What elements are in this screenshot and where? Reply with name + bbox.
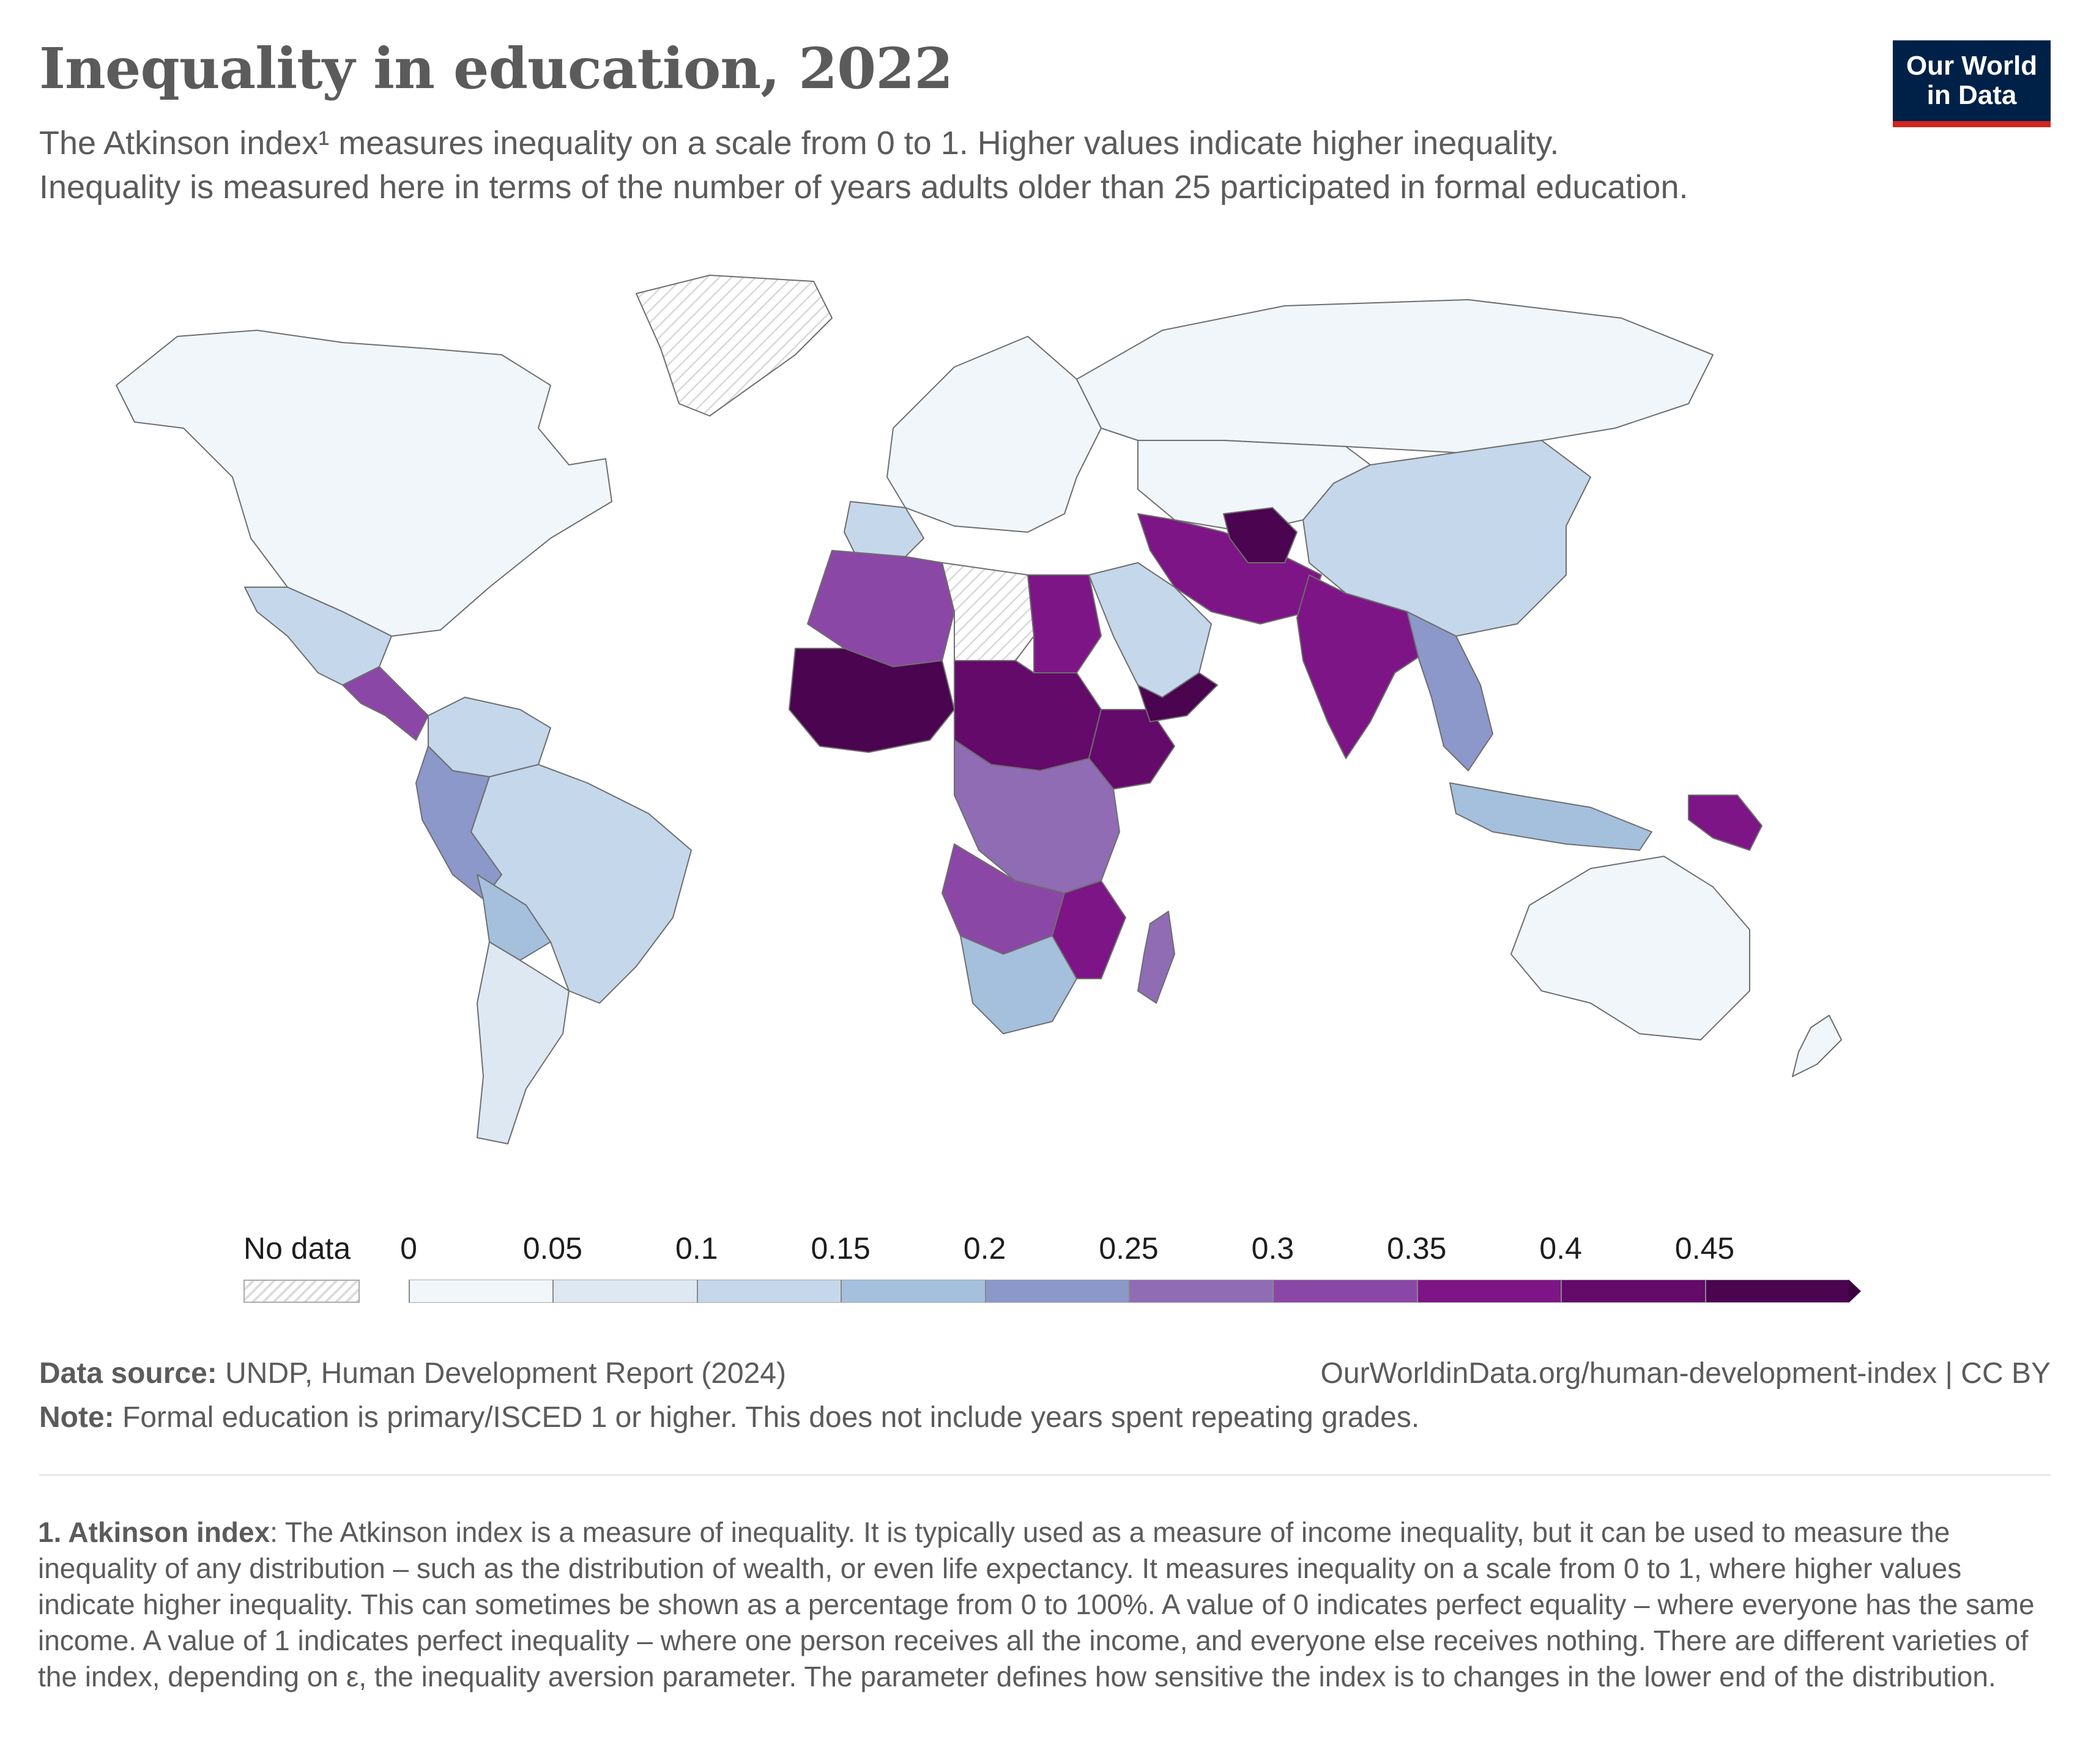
map-region-europe[interactable] [886, 336, 1102, 533]
legend-bin [552, 1280, 697, 1303]
map-region-india[interactable] [1296, 574, 1432, 759]
legend-bin [1416, 1280, 1561, 1303]
legend-tick-label: 0.3 [1251, 1231, 1294, 1266]
map-region-mozambique[interactable] [1052, 880, 1126, 979]
map-region-indonesia[interactable] [1449, 782, 1652, 851]
map-region-madagascar[interactable] [1137, 911, 1175, 1004]
footer-divider [39, 1474, 2051, 1476]
legend-color-bar [409, 1280, 1849, 1303]
legend-tick-label: 0.4 [1539, 1231, 1582, 1266]
map-region-argentina-chile[interactable] [477, 941, 570, 1144]
data-source-text: UNDP, Human Development Report (2024) [225, 1357, 786, 1390]
legend-tick-label: 0.2 [963, 1231, 1006, 1266]
footnote: 1. Atkinson index: The Atkinson index is… [38, 1514, 2051, 1695]
map-region-central-africa[interactable] [954, 739, 1120, 894]
map-region-papua-new-guinea[interactable] [1688, 795, 1762, 851]
legend-no-data-swatch [243, 1280, 360, 1303]
legend-bin [696, 1280, 841, 1303]
note-label: Note: [39, 1401, 114, 1434]
map-region-southern-africa[interactable] [960, 935, 1077, 1034]
map-region-australia[interactable] [1510, 856, 1750, 1040]
legend-tick-label: 0.1 [675, 1231, 718, 1266]
map-region-china[interactable] [1302, 440, 1591, 637]
logo-line-2: in Data [1926, 80, 2017, 110]
map-region-egypt[interactable] [1027, 574, 1102, 673]
footnote-text: : The Atkinson index is a measure of ine… [38, 1516, 2035, 1692]
note: Note: Formal education is primary/ISCED … [39, 1401, 1419, 1434]
map-region-central-america[interactable] [342, 666, 429, 741]
subtitle-line-1: The Atkinson index¹ measures inequality … [39, 125, 1559, 161]
note-text: Formal education is primary/ISCED 1 or h… [122, 1401, 1420, 1434]
owid-logo[interactable]: Our World in Data [1893, 40, 2051, 127]
chart-title: Inequality in education, 2022 [39, 35, 953, 102]
footnote-label: 1. Atkinson index [38, 1516, 270, 1548]
logo-line-1: Our World [1906, 51, 2038, 81]
legend-no-data-label: No data [243, 1231, 351, 1266]
map-region-new-zealand[interactable] [1792, 1015, 1842, 1077]
legend-bin [1129, 1280, 1273, 1303]
map-region-greenland[interactable] [636, 275, 833, 417]
legend-tick-label: 0 [400, 1231, 417, 1266]
legend-tick-label: 0.25 [1099, 1231, 1159, 1266]
legend-bin [984, 1280, 1129, 1303]
map-region-afghanistan[interactable] [1223, 507, 1298, 563]
world-map [116, 275, 1842, 1144]
chart-subtitle: The Atkinson index¹ measures inequality … [39, 121, 1874, 209]
legend-arrow-icon [1849, 1280, 1861, 1303]
legend-bin [1272, 1280, 1417, 1303]
map-region-yemen[interactable] [1137, 672, 1218, 722]
map-region-north-america[interactable] [116, 330, 612, 637]
map-region-west-africa[interactable] [789, 648, 955, 753]
map-region-southeast-asia[interactable] [1406, 611, 1493, 771]
subtitle-line-2: Inequality is measured here in terms of … [39, 169, 1688, 206]
legend-bin [409, 1280, 553, 1303]
data-source-label: Data source: [39, 1357, 217, 1390]
legend-bin [841, 1280, 985, 1303]
legend-tick-label: 0.45 [1674, 1231, 1735, 1266]
legend-tick-label: 0.35 [1387, 1231, 1447, 1266]
data-source: Data source: UNDP, Human Development Rep… [39, 1357, 786, 1390]
legend-bin [1561, 1280, 1705, 1303]
legend-bin [1704, 1280, 1849, 1303]
legend-tick-label: 0.05 [522, 1231, 583, 1266]
map-region-kazakhstan-mongolia[interactable] [1137, 440, 1371, 533]
map-region-libya[interactable] [942, 562, 1034, 661]
legend-tick-label: 0.15 [811, 1231, 871, 1266]
map-region-russia[interactable] [1076, 299, 1714, 453]
source-url-link[interactable]: OurWorldinData.org/human-development-ind… [1320, 1357, 2051, 1390]
